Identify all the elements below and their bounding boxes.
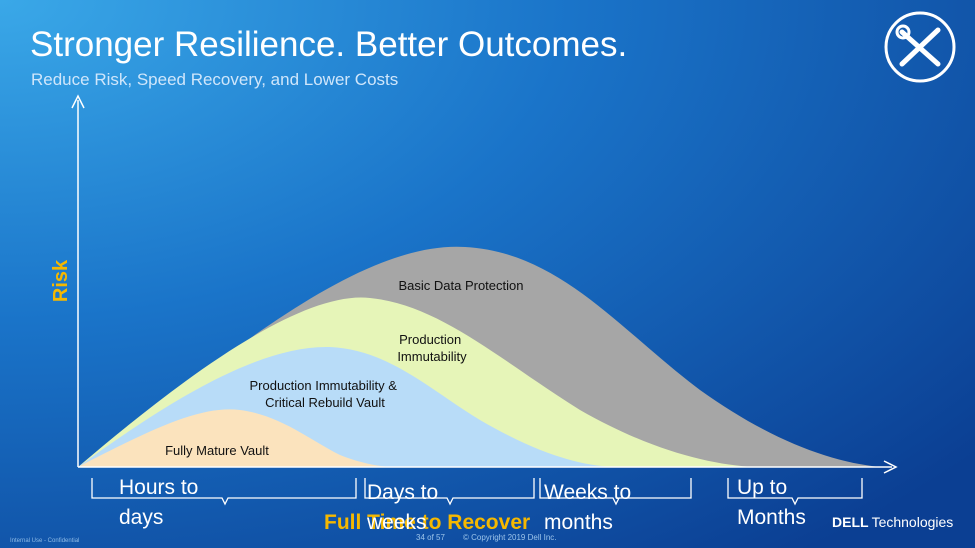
curves bbox=[78, 246, 880, 467]
area-label: Production Immutability bbox=[397, 332, 467, 364]
range-label: Weeks to months bbox=[544, 481, 631, 534]
axes bbox=[71, 94, 898, 474]
area-vault bbox=[78, 409, 395, 467]
range-label: Up to Months bbox=[737, 476, 806, 529]
brand-logo: DELL Technologies bbox=[832, 514, 953, 530]
x-axis-label: Full Time to Recover bbox=[324, 511, 530, 534]
title: Stronger Resilience. Better Outcomes. bbox=[30, 25, 627, 64]
copyright: © Copyright 2019 Dell Inc. bbox=[463, 533, 557, 542]
area-label: Fully Mature Vault bbox=[165, 443, 269, 458]
page-number: 34 of 57 bbox=[416, 533, 445, 542]
range-label: Hours to days bbox=[119, 476, 198, 529]
classification: Internal Use - Confidential bbox=[10, 538, 79, 544]
range-brackets bbox=[91, 478, 863, 506]
subtitle: Reduce Risk, Speed Recovery, and Lower C… bbox=[31, 70, 398, 89]
area-label: Production Immutability & Critical Rebui… bbox=[249, 378, 400, 410]
area-label: Basic Data Protection bbox=[398, 278, 523, 293]
tools-icon bbox=[884, 11, 956, 83]
range-label: Days to weeks bbox=[366, 481, 438, 534]
y-axis-label: Risk bbox=[50, 259, 72, 302]
